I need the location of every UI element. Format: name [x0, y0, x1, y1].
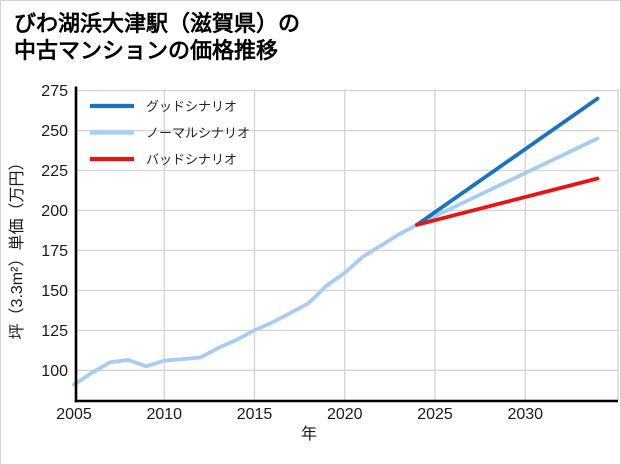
y-tick-label-275: 275	[41, 83, 68, 100]
gridlines	[76, 89, 619, 401]
series-line-good-scenario	[414, 96, 600, 227]
chart-title-line1: びわ湖浜大津駅（滋賀県）の	[14, 11, 301, 36]
axes	[74, 86, 618, 403]
x-tick-label-2010: 2010	[146, 406, 182, 423]
y-tick-label-125: 125	[41, 323, 68, 340]
y-axis-title: 坪（3.3m²）単価（万円）	[8, 155, 26, 340]
y-tick-label-100: 100	[41, 363, 68, 380]
y-tick-label-175: 175	[41, 243, 68, 260]
x-tick-label-2005: 2005	[56, 406, 92, 423]
x-tick-label-2030: 2030	[507, 406, 543, 423]
x-tick-label-2020: 2020	[327, 406, 363, 423]
y-tick-label-150: 150	[41, 283, 68, 300]
legend-item-bad-scenario: バッドシナリオ	[90, 152, 237, 167]
series-lines	[72, 96, 600, 387]
x-tick-label-2015: 2015	[237, 406, 273, 423]
legend-label-bad-scenario: バッドシナリオ	[146, 152, 237, 167]
legend-label-good-scenario: グッドシナリオ	[146, 99, 237, 114]
chart-title: びわ湖浜大津駅（滋賀県）の 中古マンションの価格推移	[14, 10, 300, 64]
legend-item-normal-scenario: ノーマルシナリオ	[90, 126, 250, 141]
y-tick-label-200: 200	[41, 203, 68, 220]
legend-item-good-scenario: グッドシナリオ	[90, 99, 237, 114]
legend-label-normal-scenario: ノーマルシナリオ	[146, 126, 250, 141]
series-line-bad-scenario	[414, 176, 600, 227]
x-tick-label-2025: 2025	[417, 406, 453, 423]
y-tick-label-225: 225	[41, 163, 68, 180]
series-line-normal-scenario	[72, 136, 600, 387]
tick-labels: 100 125 150 175 200 225 250 275 2005 2010 2015 2020…	[8, 83, 543, 443]
chart-title-line2: 中古マンションの価格推移	[14, 38, 279, 63]
y-tick-label-250: 250	[41, 123, 68, 140]
x-axis-title: 年	[301, 425, 317, 443]
